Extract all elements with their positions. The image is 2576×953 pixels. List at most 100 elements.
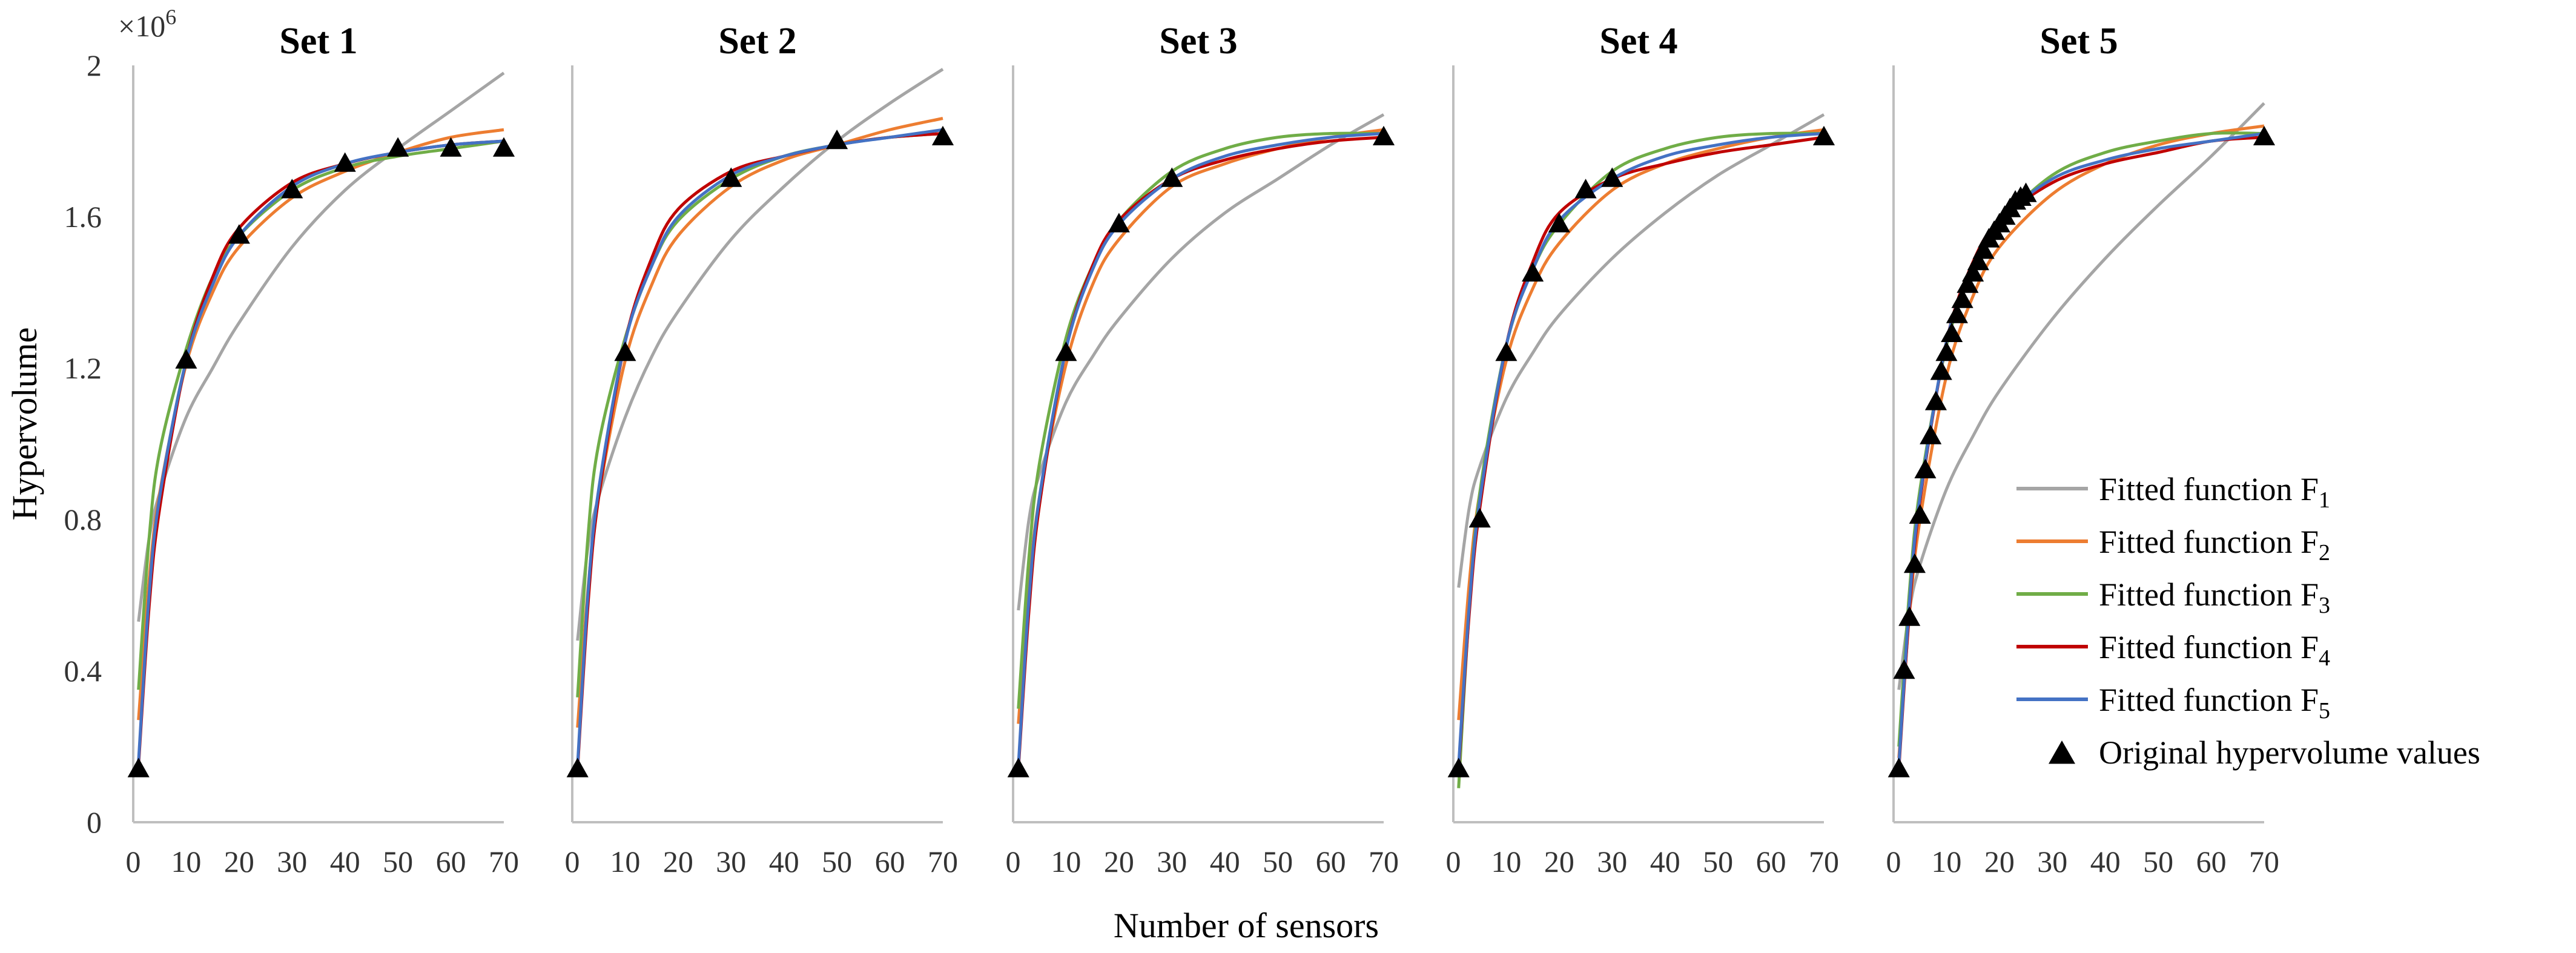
- data-point-triangle: [334, 152, 356, 172]
- data-point-triangle: [1914, 458, 1937, 479]
- data-point-triangle: [614, 341, 636, 361]
- data-point-triangle: [1972, 239, 1995, 259]
- data-point-triangle: [1957, 273, 1979, 293]
- panel-title: Set 3: [1159, 21, 1237, 62]
- original-hypervolume-markers: [1447, 125, 1835, 777]
- data-point-triangle: [1055, 341, 1077, 361]
- data-point-triangle: [2253, 125, 2276, 146]
- data-point-triangle: [1903, 553, 1926, 573]
- x-axis-label: Number of sensors: [1114, 906, 1379, 945]
- legend-label: Fitted function F1: [2099, 471, 2330, 513]
- x-tick-label: 40: [330, 845, 360, 879]
- x-tick-label: 10: [610, 845, 640, 879]
- y-axis: Hypervolume ×106 0 0.4 0.8 1.2 1.6 2: [5, 5, 176, 839]
- data-point-triangle: [1601, 167, 1623, 187]
- original-hypervolume-markers: [1007, 125, 1395, 777]
- panel-set-1: Set 1 0 10 20 30 40 50 60 70: [126, 21, 520, 879]
- original-hypervolume-markers: [1887, 125, 2276, 777]
- original-hypervolume-markers: [127, 137, 515, 777]
- x-tick-label: 30: [2037, 845, 2067, 879]
- data-point-triangle: [127, 757, 150, 777]
- data-point-triangle: [1951, 288, 1973, 308]
- data-point-triangle: [931, 125, 954, 146]
- x-tick-label: 10: [1931, 845, 1961, 879]
- data-point-triangle: [720, 167, 742, 187]
- legend-entry: Fitted function F2: [2016, 524, 2330, 566]
- series-line: [576, 128, 943, 766]
- x-tick-label: 0: [1446, 845, 1461, 879]
- data-point-triangle: [1007, 757, 1029, 777]
- data-point-triangle: [1468, 508, 1491, 528]
- x-tick-label: 20: [1984, 845, 2015, 879]
- panel-title: Set 1: [279, 21, 357, 62]
- x-tick-label: 40: [769, 845, 799, 879]
- data-point-triangle: [1946, 303, 1968, 323]
- data-point-triangle: [228, 224, 250, 244]
- legend-label: Original hypervolume values: [2099, 734, 2480, 771]
- data-point-triangle: [1108, 213, 1130, 232]
- y-tick-label: 0.4: [64, 654, 102, 688]
- x-tick-label: 30: [277, 845, 307, 879]
- x-tick-label: 50: [822, 845, 852, 879]
- data-point-triangle: [566, 757, 589, 777]
- data-point-triangle: [1548, 213, 1570, 232]
- data-point-triangle: [1447, 757, 1470, 777]
- x-tick-label: 10: [1051, 845, 1081, 879]
- legend-entry: Fitted function F5: [2016, 682, 2330, 724]
- y-multiplier-exponent: 6: [165, 5, 176, 29]
- x-tick-label: 10: [1491, 845, 1521, 879]
- x-tick-label: 40: [2090, 845, 2121, 879]
- x-tick-label: 30: [716, 845, 746, 879]
- data-point-triangle: [826, 130, 848, 150]
- series-line: [1017, 132, 1384, 766]
- series-line: [137, 71, 505, 622]
- x-tick-label: 70: [1809, 845, 1839, 879]
- data-point-triangle: [1887, 757, 1910, 777]
- x-tick-label: 30: [1597, 845, 1627, 879]
- original-hypervolume-markers: [566, 125, 954, 777]
- data-point-triangle: [1812, 125, 1835, 146]
- x-tick-label: 50: [1263, 845, 1293, 879]
- x-tick-label: 60: [1756, 845, 1786, 879]
- x-tick-label: 60: [875, 845, 905, 879]
- data-point-triangle: [1920, 424, 1942, 444]
- panel-set-5: Set 5 0 10 20 30 40 50 60 70: [1886, 21, 2280, 879]
- y-tick-label: 1.6: [64, 200, 102, 234]
- x-tick-label: 10: [171, 845, 201, 879]
- y-tick-label: 0.8: [64, 503, 102, 536]
- legend-label: Fitted function F5: [2099, 682, 2330, 724]
- data-point-triangle: [175, 349, 197, 369]
- panel-set-3: Set 3 0 10 20 30 40 50 60 70: [1006, 21, 1399, 879]
- x-tick-label: 30: [1157, 845, 1187, 879]
- series-line: [1897, 136, 2265, 770]
- data-point-triangle: [2015, 182, 2037, 202]
- x-tick-label: 20: [224, 845, 254, 879]
- series-line: [137, 139, 504, 690]
- series-line: [576, 132, 943, 697]
- x-tick-label: 60: [436, 845, 466, 879]
- panel-set-2: Set 2 0 10 20 30 40 50 60 70: [565, 21, 959, 879]
- y-multiplier: ×106: [118, 5, 176, 43]
- data-point-triangle: [1930, 360, 1952, 380]
- series-line: [1457, 128, 1825, 721]
- series-line: [576, 132, 943, 770]
- data-point-triangle: [1898, 606, 1921, 626]
- data-point-triangle: [1372, 125, 1395, 146]
- legend: Fitted function F1 Fitted function F2 Fitt…: [2016, 471, 2480, 771]
- x-tick-label: 70: [489, 845, 519, 879]
- y-axis-label: Hypervolume: [5, 328, 44, 521]
- series-line: [1897, 102, 2265, 690]
- x-tick-label: 50: [2143, 845, 2173, 879]
- panel-title: Set 5: [2039, 21, 2118, 62]
- y-tick-label: 0: [87, 805, 102, 839]
- legend-triangle-swatch: [2049, 740, 2075, 764]
- x-tick-label: 60: [1316, 845, 1346, 879]
- data-point-triangle: [1962, 262, 1984, 282]
- series-line: [1897, 132, 2265, 766]
- y-tick-label: 2: [87, 48, 102, 82]
- data-point-triangle: [440, 137, 462, 157]
- data-point-triangle: [492, 137, 515, 157]
- x-tick-label: 20: [663, 845, 693, 879]
- x-tick-label: 70: [928, 845, 958, 879]
